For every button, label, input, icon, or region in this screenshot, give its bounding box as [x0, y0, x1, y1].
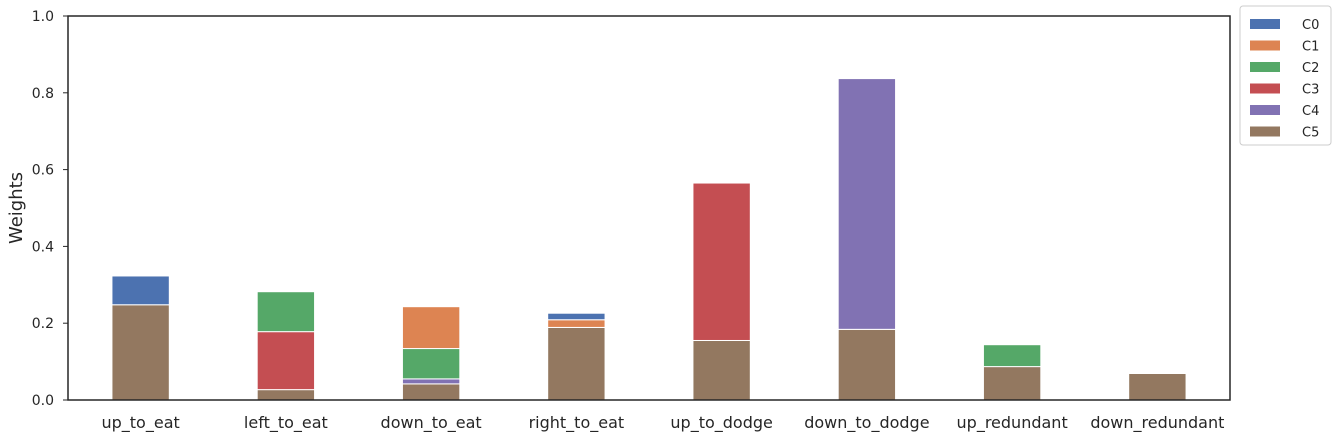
plot-frame — [67, 15, 1231, 401]
bar-up_to_dodge-C5 — [692, 339, 751, 401]
bar-down_to_eat-C2 — [401, 348, 461, 380]
x-tick-label-up_to_dodge: up_to_dodge — [670, 413, 772, 433]
y-tick-label: 0.0 — [32, 393, 54, 409]
y-tick-label: 0.2 — [32, 316, 54, 332]
bar-right_to_eat-C0 — [547, 312, 606, 321]
x-tick-label-right_to_eat: right_to_eat — [529, 413, 625, 433]
bar-down_to_eat-C4 — [401, 378, 461, 385]
bar-down_to_dodge-C5 — [837, 328, 897, 401]
bars-group — [111, 78, 1187, 401]
y-axis-ticks: 0.0 0.2 0.4 0.6 0.8 1.0 — [32, 9, 68, 409]
legend-swatch-C5 — [1250, 126, 1280, 137]
bar-up_redundant-C5 — [982, 366, 1042, 401]
bar-down_to_eat-C1 — [401, 306, 461, 350]
bar-left_to_eat-C2 — [256, 291, 316, 333]
legend-label-C3: C3 — [1302, 83, 1319, 98]
bar-right_to_eat-C5 — [547, 326, 606, 401]
x-tick-label-down_to_dodge: down_to_dodge — [804, 413, 929, 433]
x-tick-label-left_to_eat: left_to_eat — [244, 413, 328, 433]
y-tick-label: 0.6 — [32, 163, 54, 179]
x-axis-labels: up_to_eat left_to_eat down_to_eat right_to_… — [101, 413, 1224, 433]
bar-up_to_dodge-C3 — [692, 182, 751, 341]
legend-label-C2: C2 — [1302, 61, 1319, 76]
legend-label-C5: C5 — [1302, 126, 1319, 141]
x-tick-label-up_to_eat: up_to_eat — [101, 413, 179, 433]
legend-label-C4: C4 — [1302, 104, 1319, 119]
legend-swatch-C4 — [1250, 105, 1280, 115]
bar-right_to_eat-C1 — [547, 319, 606, 328]
legend-swatch-C3 — [1250, 83, 1280, 94]
bar-left_to_eat-C5 — [256, 389, 316, 401]
legend-label-C1: C1 — [1302, 40, 1319, 55]
legend-label-C0: C0 — [1302, 18, 1319, 33]
bar-up_to_eat-C5 — [111, 304, 170, 401]
bar-down_to_eat-C5 — [401, 383, 461, 401]
y-tick-label: 1.0 — [32, 9, 54, 25]
y-tick-label: 0.4 — [32, 239, 54, 255]
bar-up_to_eat-C0 — [111, 275, 170, 306]
x-tick-label-down_to_eat: down_to_eat — [381, 413, 482, 433]
x-tick-label-down_redundant: down_redundant — [1090, 413, 1224, 433]
bar-left_to_eat-C3 — [256, 331, 316, 391]
legend-swatch-C0 — [1250, 19, 1280, 29]
legend-swatch-C1 — [1250, 40, 1280, 51]
y-axis-label: Weights — [6, 172, 27, 244]
bar-down_redundant-C5 — [1128, 373, 1187, 401]
bar-up_redundant-C2 — [982, 344, 1042, 368]
bar-down_to_dodge-C4 — [837, 78, 897, 330]
x-tick-label-up_redundant: up_redundant — [957, 413, 1068, 433]
legend-swatch-C2 — [1250, 62, 1280, 72]
y-tick-label: 0.8 — [32, 86, 54, 102]
legend: C0 C1 C2 C3 C4 C5 — [1239, 5, 1332, 146]
